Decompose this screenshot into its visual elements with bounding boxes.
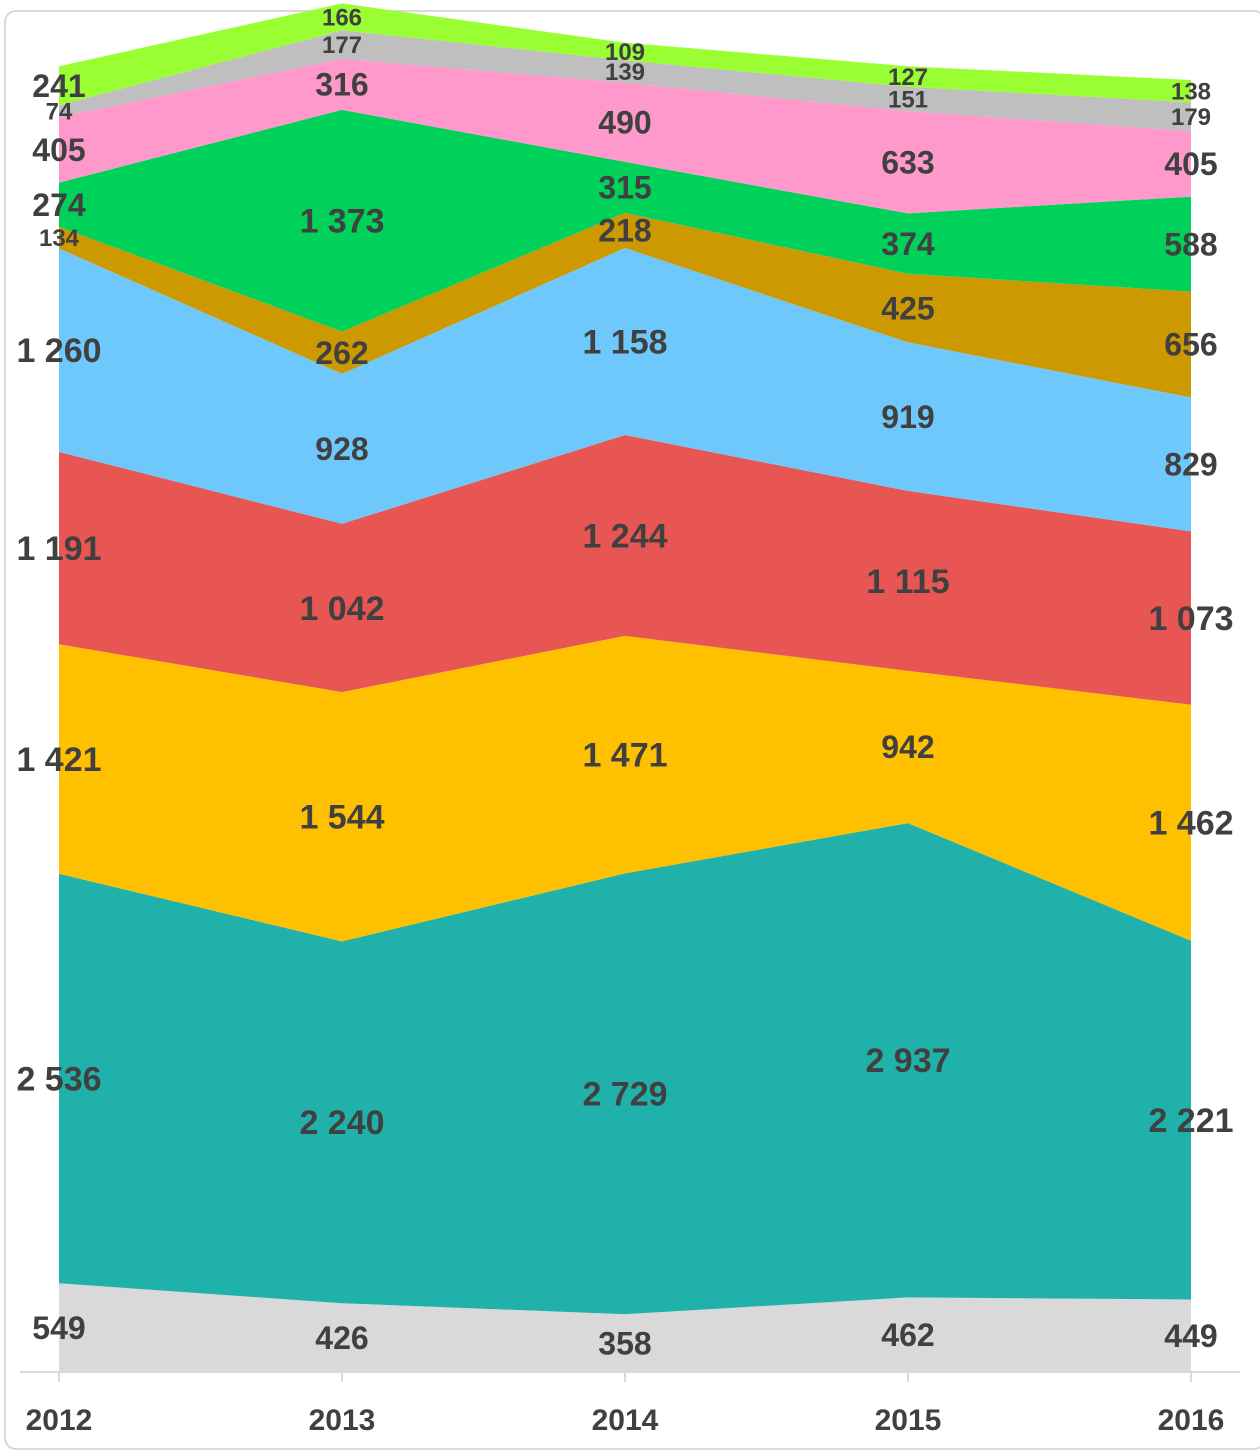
data-label: 109 xyxy=(605,39,645,66)
area-series-10 xyxy=(59,3,1191,106)
area-series-3 xyxy=(59,635,1191,942)
data-label: 274 xyxy=(32,187,86,223)
data-label: 127 xyxy=(888,64,928,91)
data-label: 426 xyxy=(315,1320,368,1356)
x-tick-label: 2013 xyxy=(309,1404,376,1435)
data-label: 490 xyxy=(598,105,651,141)
data-label: 588 xyxy=(1164,226,1217,262)
data-label: 166 xyxy=(322,4,362,31)
data-label: 1 421 xyxy=(16,741,101,779)
data-label: 374 xyxy=(881,226,935,262)
data-label: 218 xyxy=(598,213,651,249)
data-label: 179 xyxy=(1171,104,1211,131)
data-label: 1 042 xyxy=(299,590,384,628)
data-label: 241 xyxy=(32,68,85,104)
data-label: 316 xyxy=(315,67,368,103)
data-label: 2 221 xyxy=(1148,1102,1233,1140)
data-label: 1 191 xyxy=(16,530,101,568)
data-label: 405 xyxy=(1164,146,1217,182)
data-label: 138 xyxy=(1171,79,1211,106)
x-tick-label: 2012 xyxy=(26,1404,93,1435)
data-label: 177 xyxy=(322,32,362,59)
area-series-6 xyxy=(59,212,1191,398)
x-tick-label: 2015 xyxy=(875,1404,942,1435)
data-label: 829 xyxy=(1164,447,1217,483)
data-label: 462 xyxy=(881,1317,934,1353)
data-label: 315 xyxy=(598,170,651,206)
data-label: 139 xyxy=(605,59,645,86)
area-series-2 xyxy=(59,823,1191,1315)
data-label: 1 544 xyxy=(299,799,384,837)
area-series-8 xyxy=(59,58,1191,214)
data-label: 358 xyxy=(598,1325,651,1361)
data-label: 1 471 xyxy=(582,737,667,775)
data-label: 1 244 xyxy=(582,517,667,555)
area-series-7 xyxy=(59,109,1191,332)
data-label: 74 xyxy=(46,99,73,126)
data-label: 2 729 xyxy=(582,1076,667,1114)
data-label: 1 462 xyxy=(1148,805,1233,843)
data-label: 942 xyxy=(881,729,934,765)
data-label: 919 xyxy=(881,399,934,435)
data-label: 405 xyxy=(32,132,85,168)
x-tick-label: 2016 xyxy=(1158,1404,1225,1435)
data-label: 633 xyxy=(881,145,934,181)
area-series-9 xyxy=(59,30,1191,132)
data-label: 549 xyxy=(32,1310,85,1346)
x-tick-label: 2014 xyxy=(592,1404,659,1435)
data-label: 1 373 xyxy=(299,203,384,241)
area-series-5 xyxy=(59,248,1191,532)
data-label: 1 158 xyxy=(582,323,667,361)
data-label: 656 xyxy=(1164,327,1217,363)
data-label: 1 073 xyxy=(1148,600,1233,638)
data-label: 151 xyxy=(888,86,928,113)
data-label: 2 536 xyxy=(16,1061,101,1099)
data-label: 1 260 xyxy=(16,332,101,370)
data-label: 1 115 xyxy=(866,563,949,601)
area-series-4 xyxy=(59,435,1191,705)
data-label: 134 xyxy=(39,225,80,252)
data-label: 425 xyxy=(881,290,934,326)
area-series-1 xyxy=(59,1283,1191,1372)
data-label: 928 xyxy=(315,431,368,467)
data-label: 449 xyxy=(1164,1318,1217,1354)
data-label: 2 937 xyxy=(865,1042,950,1080)
data-label: 2 240 xyxy=(299,1104,384,1142)
data-label: 262 xyxy=(315,335,368,371)
